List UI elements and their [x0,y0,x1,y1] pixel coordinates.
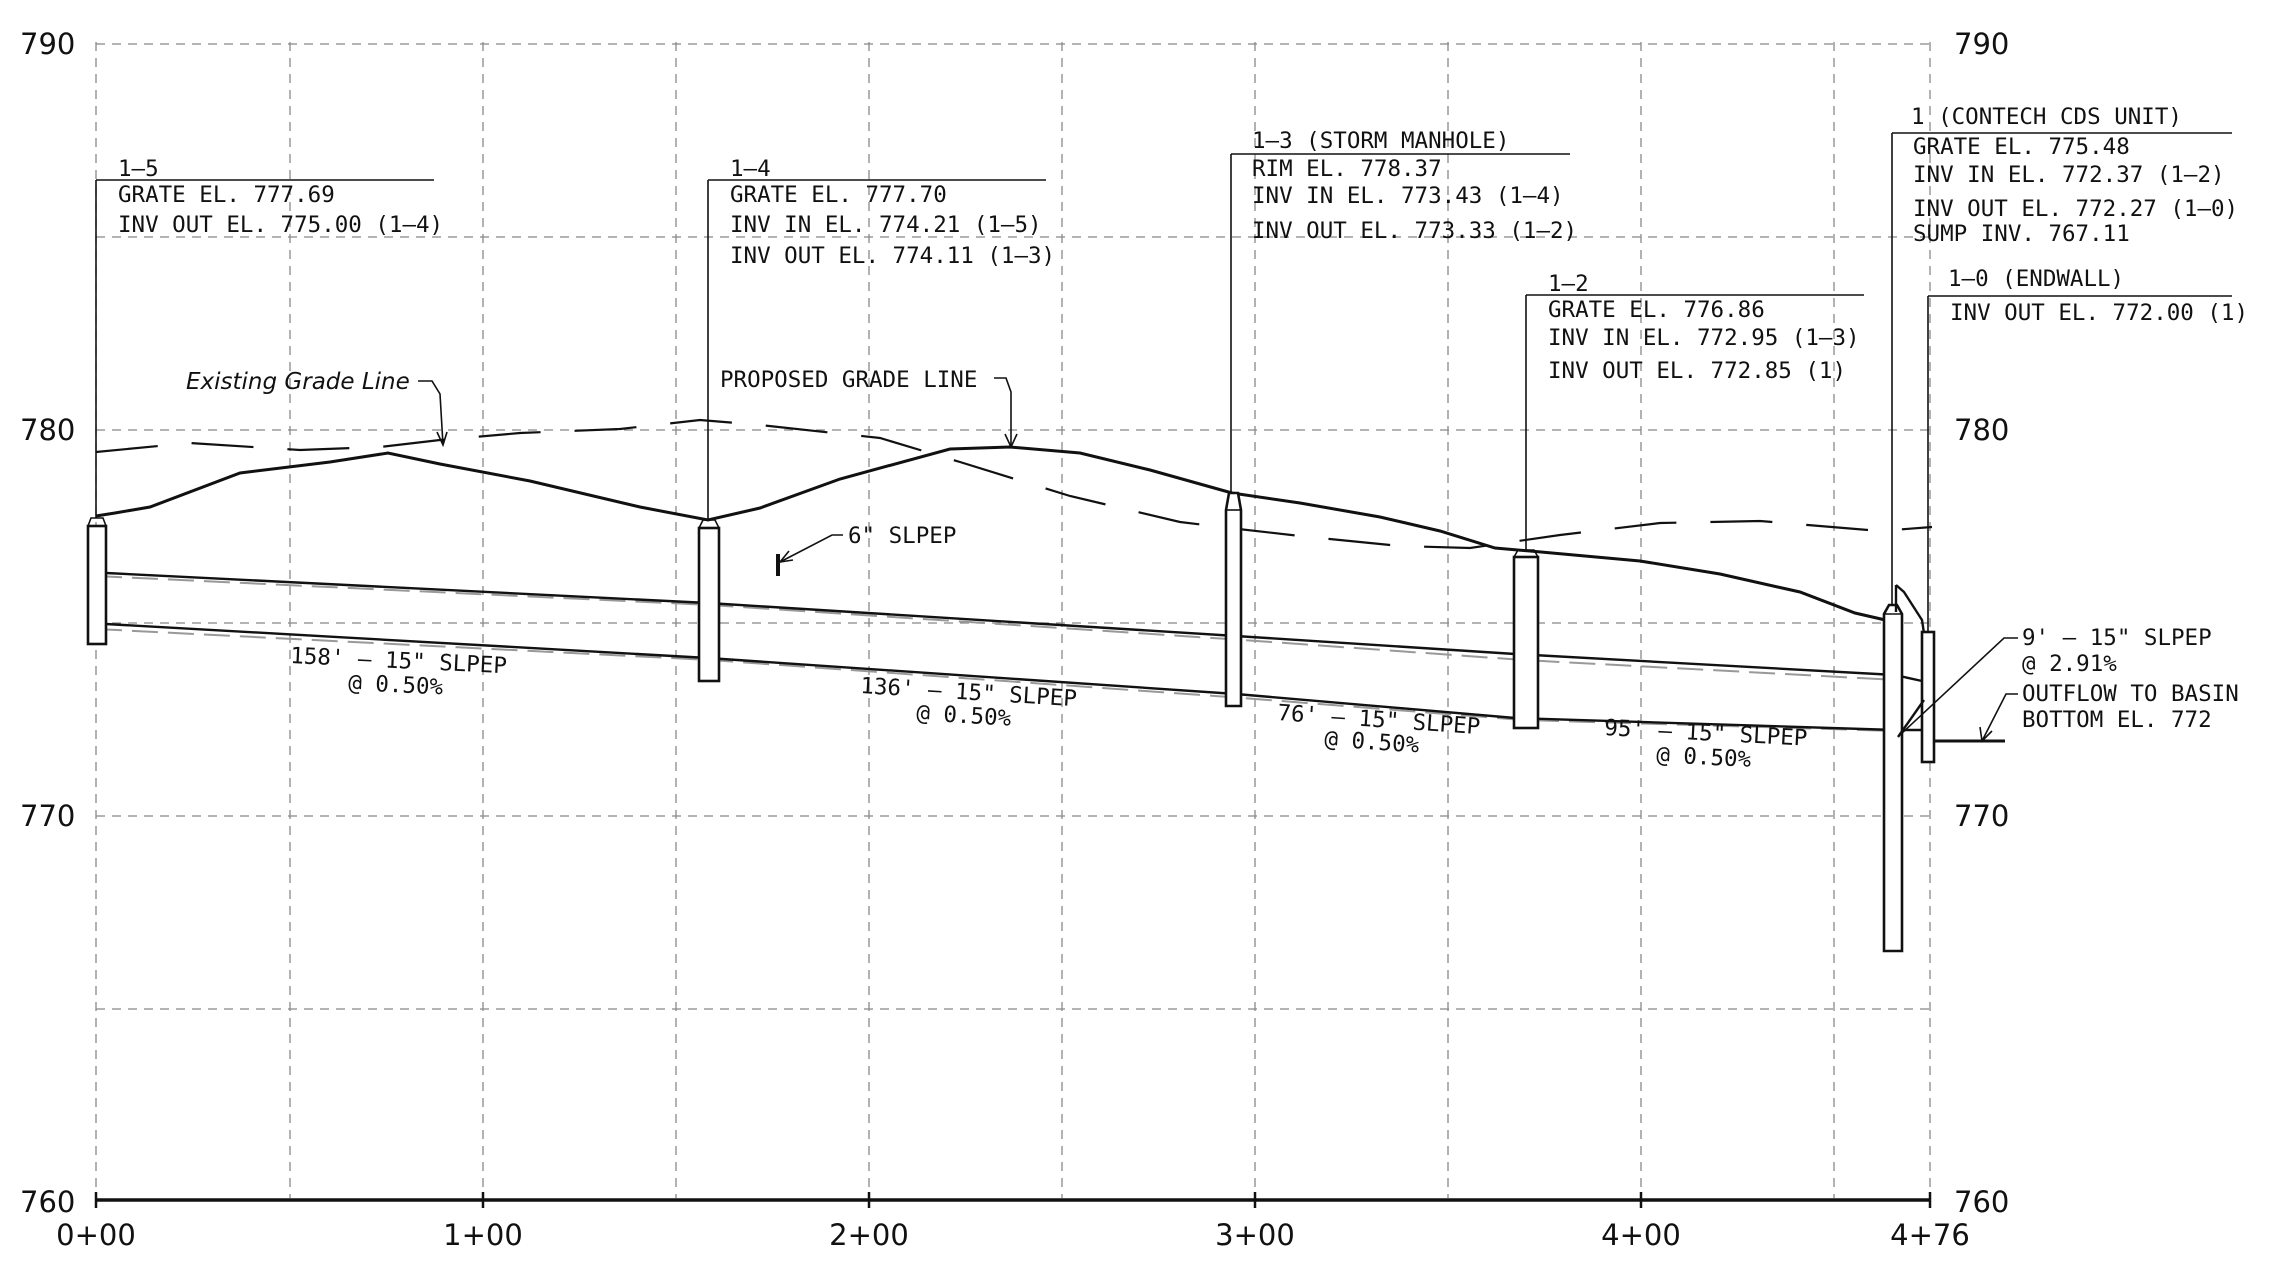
structure-1-cds [1882,603,1904,953]
structure-line: RIM EL. 778.37 [1252,156,1442,182]
structure-title: 1–3 (STORM MANHOLE) [1252,128,1509,154]
structure-1-0-endwall [1894,584,1936,764]
structure-title: 1–2 [1548,271,1589,297]
y-tick-left-790: 790 [20,27,75,61]
pipe-slope-label: @ 0.50% [1324,726,1421,759]
six-inch-label: 6" SLPEP [848,523,956,549]
structure-line: GRATE EL. 777.70 [730,182,947,208]
structure-title: 1–4 [730,156,771,182]
structure-line: INV OUT EL. 772.27 (1–0) [1913,196,2238,222]
structure-line: INV OUT EL. 773.33 (1–2) [1252,218,1577,244]
y-tick-right-790: 790 [1954,27,2009,61]
structure-1-2 [1512,549,1540,730]
pipe-slope-label: @ 0.50% [348,670,444,700]
station-ticks [94,1192,1932,1208]
structure-line: INV OUT EL. 772.85 (1) [1548,358,1846,384]
grid-horizontal [96,43,1930,1010]
y-tick-left-770: 770 [20,799,75,833]
pipe-slope-label: @ 2.91% [2022,651,2117,677]
structure-line: GRATE EL. 775.48 [1913,134,2130,160]
structure-title: 1–0 (ENDWALL) [1948,266,2124,292]
pipe-outline-dim [95,575,1898,732]
x-tick-0: 0+00 [56,1218,136,1252]
structure-title: 1 (CONTECH CDS UNIT) [1911,104,2182,130]
structure-title: 1–5 [118,156,159,182]
x-tick-4: 4+00 [1601,1218,1681,1252]
y-tick-right-760: 760 [1954,1185,2009,1219]
pipe-length-label: 9' – 15" SLPEP [2022,625,2212,651]
structure-line: INV OUT EL. 772.00 (1) [1950,300,2248,326]
label-leaders [95,132,2232,743]
structure-1-4 [697,519,721,683]
proposed-grade-label: PROPOSED GRADE LINE [720,367,977,393]
pipe-slope-label: @ 0.50% [1656,742,1753,773]
structure-line: INV OUT EL. 774.11 (1–3) [730,243,1055,269]
structure-line: GRATE EL. 776.86 [1548,297,1765,323]
y-tick-left-780: 780 [20,413,75,447]
pipe-slope-label: @ 0.50% [916,700,1013,732]
y-tick-left-760: 760 [20,1185,75,1219]
y-tick-right-780: 780 [1954,413,2009,447]
x-tick-2: 2+00 [829,1218,909,1252]
structure-line: INV IN EL. 774.21 (1–5) [730,212,1042,238]
structure-line: GRATE EL. 777.69 [118,182,335,208]
structure-line: INV IN EL. 772.37 (1–2) [1913,162,2225,188]
grid-vertical [95,42,1931,1198]
structure-line: INV IN EL. 772.95 (1–3) [1548,325,1860,351]
existing-grade-label: Existing Grade Line [186,369,410,395]
proposed-grade-line [95,445,1895,624]
structure-1-5 [86,517,108,646]
x-tick-5: 4+76 [1890,1218,1970,1252]
outflow-label: OUTFLOW TO BASIN [2022,681,2239,707]
x-tick-3: 3+00 [1215,1218,1295,1252]
structure-line: INV IN EL. 773.43 (1–4) [1252,183,1564,209]
x-tick-1: 1+00 [443,1218,523,1252]
structure-1-3 [1224,491,1243,708]
structure-line: SUMP INV. 767.11 [1913,221,2130,247]
y-tick-right-770: 770 [1954,799,2009,833]
existing-grade-line [95,418,1933,550]
structure-line: INV OUT EL. 775.00 (1–4) [118,212,443,238]
outflow-label: BOTTOM EL. 772 [2022,707,2212,733]
